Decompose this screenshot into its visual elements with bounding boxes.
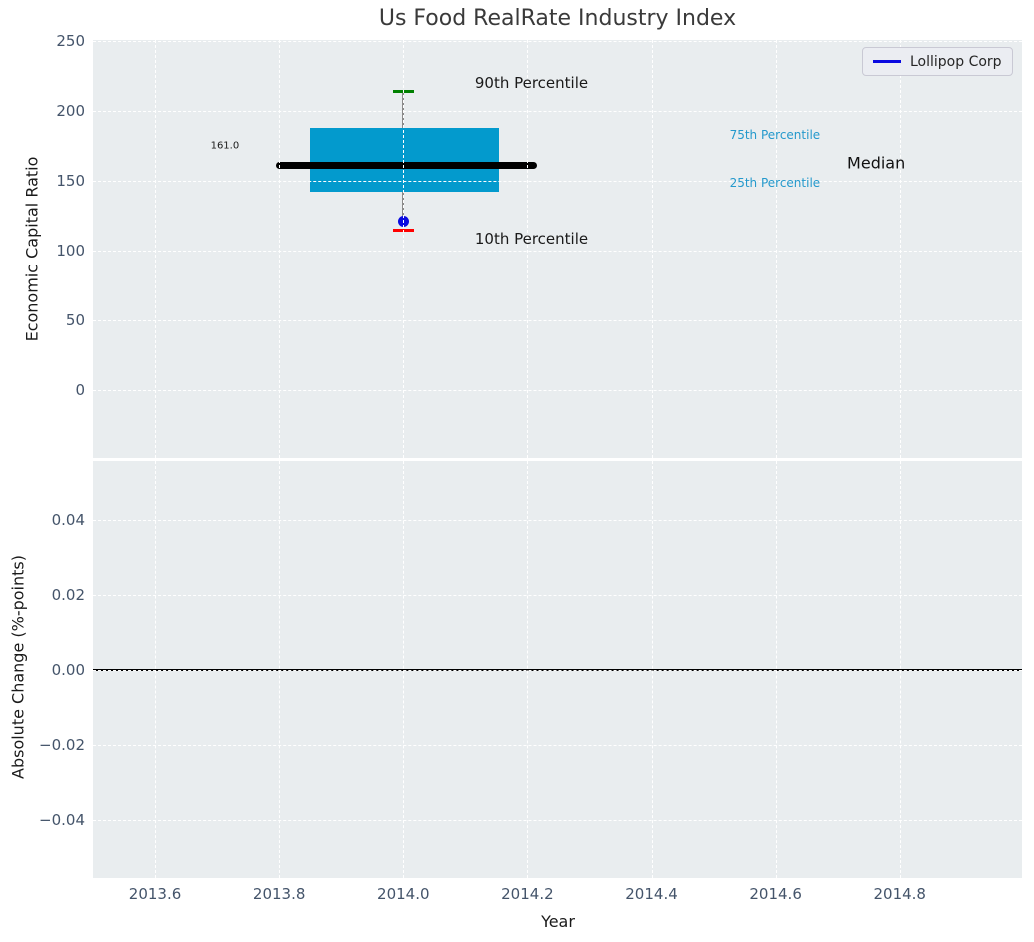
y-tick-label: 150: [56, 171, 85, 190]
gridline-x: [403, 461, 405, 878]
gridline-y: [93, 390, 1022, 392]
y-tick-label: 200: [56, 101, 85, 120]
legend-label: Lollipop Corp: [910, 53, 1002, 70]
gridline-y: [93, 40, 1022, 42]
y-tick-label: −0.04: [39, 810, 85, 829]
x-tick-label: 2014.4: [625, 885, 678, 903]
x-tick-label: 2014.8: [873, 885, 926, 903]
zero-line: [93, 669, 1022, 671]
y-tick-label: 0: [75, 381, 85, 400]
chart-title: Us Food RealRate Industry Index: [378, 6, 737, 31]
annotation-median: Median: [847, 153, 906, 173]
x-axis-label: Year: [541, 912, 575, 931]
gridline-y: [93, 744, 1022, 746]
gridline-y: [93, 519, 1022, 521]
annotation-10th-percentile: 10th Percentile: [474, 229, 589, 248]
gridline-x: [155, 461, 157, 878]
gridline-y: [93, 110, 1022, 112]
y-tick-label: 0.00: [51, 660, 85, 679]
gridline-x: [899, 40, 901, 458]
gridline-x: [527, 461, 529, 878]
gridline-y: [93, 320, 1022, 322]
y-tick-label: 0.02: [51, 585, 85, 604]
legend: Lollipop Corp: [862, 47, 1013, 76]
box-iqr: [310, 128, 500, 192]
gridline-x: [527, 40, 529, 458]
gridline-x: [899, 461, 901, 878]
bottom-axes: [93, 461, 1022, 878]
y-tick-label: −0.02: [39, 735, 85, 754]
gridline-x: [155, 40, 157, 458]
x-tick-label: 2014.6: [749, 885, 802, 903]
x-tick-label: 2013.8: [252, 885, 306, 903]
x-tick-label: 2014.2: [501, 885, 554, 903]
y-tick-label: 0.04: [51, 510, 85, 529]
gridline-y: [93, 250, 1022, 252]
gridline-x: [279, 461, 281, 878]
y-tick-label: 100: [56, 241, 85, 260]
gridline-x: [651, 40, 653, 458]
gridline-x: [651, 461, 653, 878]
y-tick-label: 250: [56, 31, 85, 50]
gridline-y: [93, 594, 1022, 596]
x-tick-label: 2014.0: [377, 885, 430, 903]
annotation-75th-percentile: 75th Percentile: [729, 127, 821, 142]
gridline-y: [93, 669, 1022, 671]
gridline-x: [775, 40, 777, 458]
annotation-25th-percentile: 25th Percentile: [729, 175, 821, 190]
legend-line-swatch: [873, 60, 901, 63]
gridline-y: [93, 180, 1022, 182]
gridline-x: [279, 40, 281, 458]
gridline-x: [775, 461, 777, 878]
gridline-x: [403, 40, 405, 458]
median-line: [276, 161, 537, 169]
y-tick-label: 50: [65, 311, 85, 330]
gridline-y: [93, 819, 1022, 821]
annotation-161-0: 161.0: [210, 140, 240, 152]
x-tick-label: 2013.6: [128, 885, 182, 903]
annotation-90th-percentile: 90th Percentile: [474, 74, 589, 93]
top-axes: 90th Percentile 10th Percentile 161.0 75th …: [93, 40, 1022, 458]
